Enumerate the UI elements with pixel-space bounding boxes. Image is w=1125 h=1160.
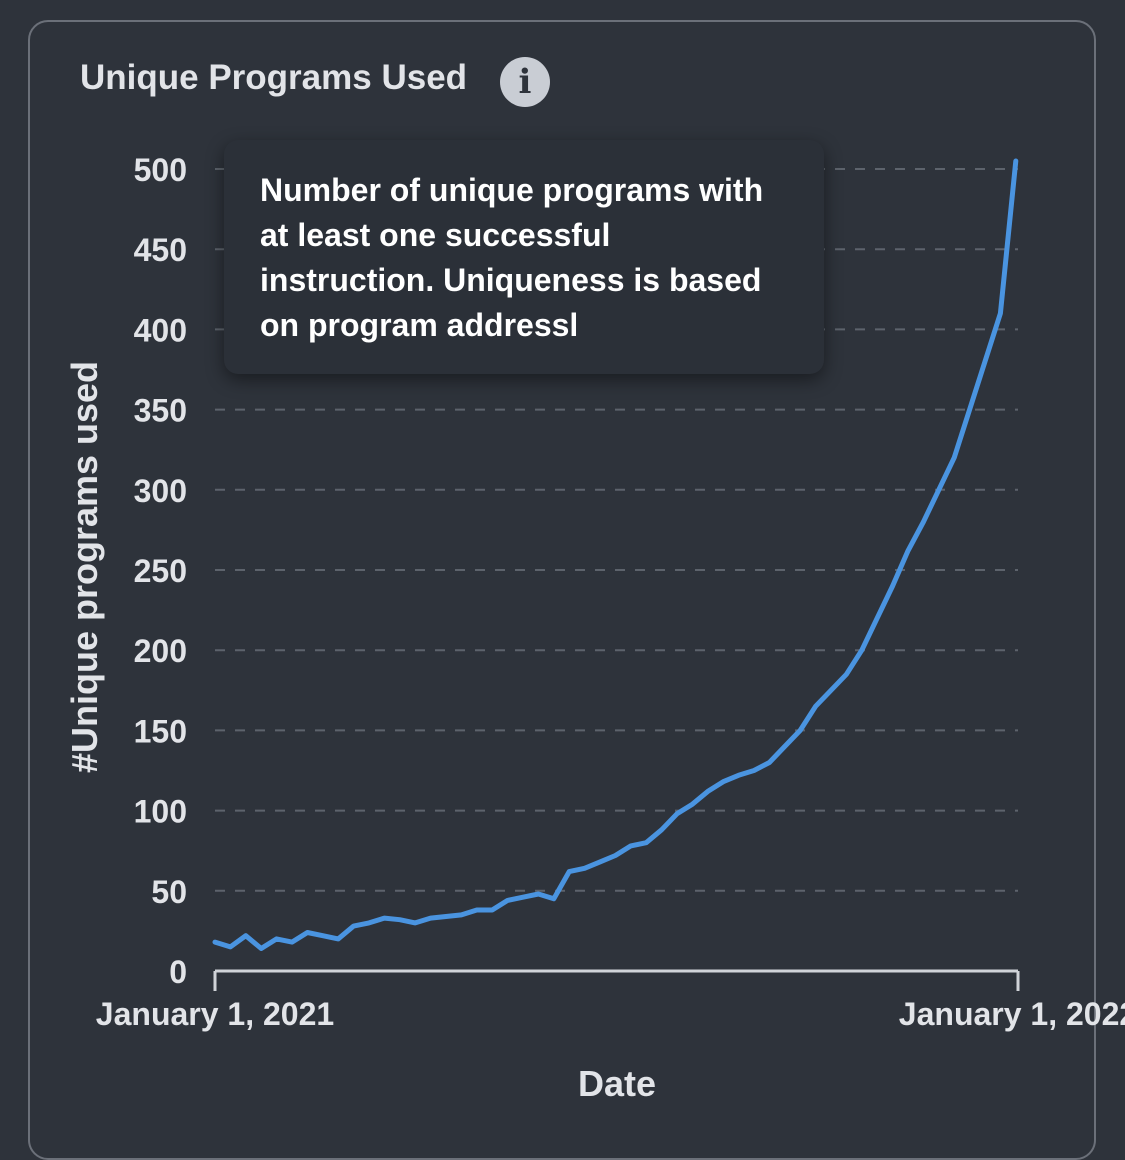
x-axis: January 1, 2021 January 1, 2022 [96,969,1125,1032]
y-tick-label: 0 [169,954,187,990]
y-tick-label: 200 [134,633,187,669]
info-tooltip: Number of unique programs with at least … [224,140,824,374]
y-tick-label: 350 [134,393,187,429]
info-icon[interactable]: i [500,57,550,107]
y-tick-label: 250 [134,553,187,589]
y-tick-label: 450 [134,232,187,268]
y-tick-label: 300 [134,473,187,509]
y-axis-label: #Unique programs used [64,360,105,774]
y-tick-label: 500 [134,152,187,188]
y-tick-labels: 0 50 100 150 200 250 300 350 400 450 500 [134,152,187,990]
x-tick-label: January 1, 2022 [899,996,1125,1032]
chart-title: Unique Programs Used [80,58,468,97]
y-tick-label: 400 [134,312,187,348]
y-tick-label: 150 [134,713,187,749]
series-lines [212,158,1019,951]
x-tick-label: January 1, 2021 [96,996,334,1032]
y-tick-label: 50 [151,874,187,910]
x-axis-label: Date [577,1063,657,1104]
y-tick-label: 100 [134,794,187,830]
series-line [212,158,1019,951]
